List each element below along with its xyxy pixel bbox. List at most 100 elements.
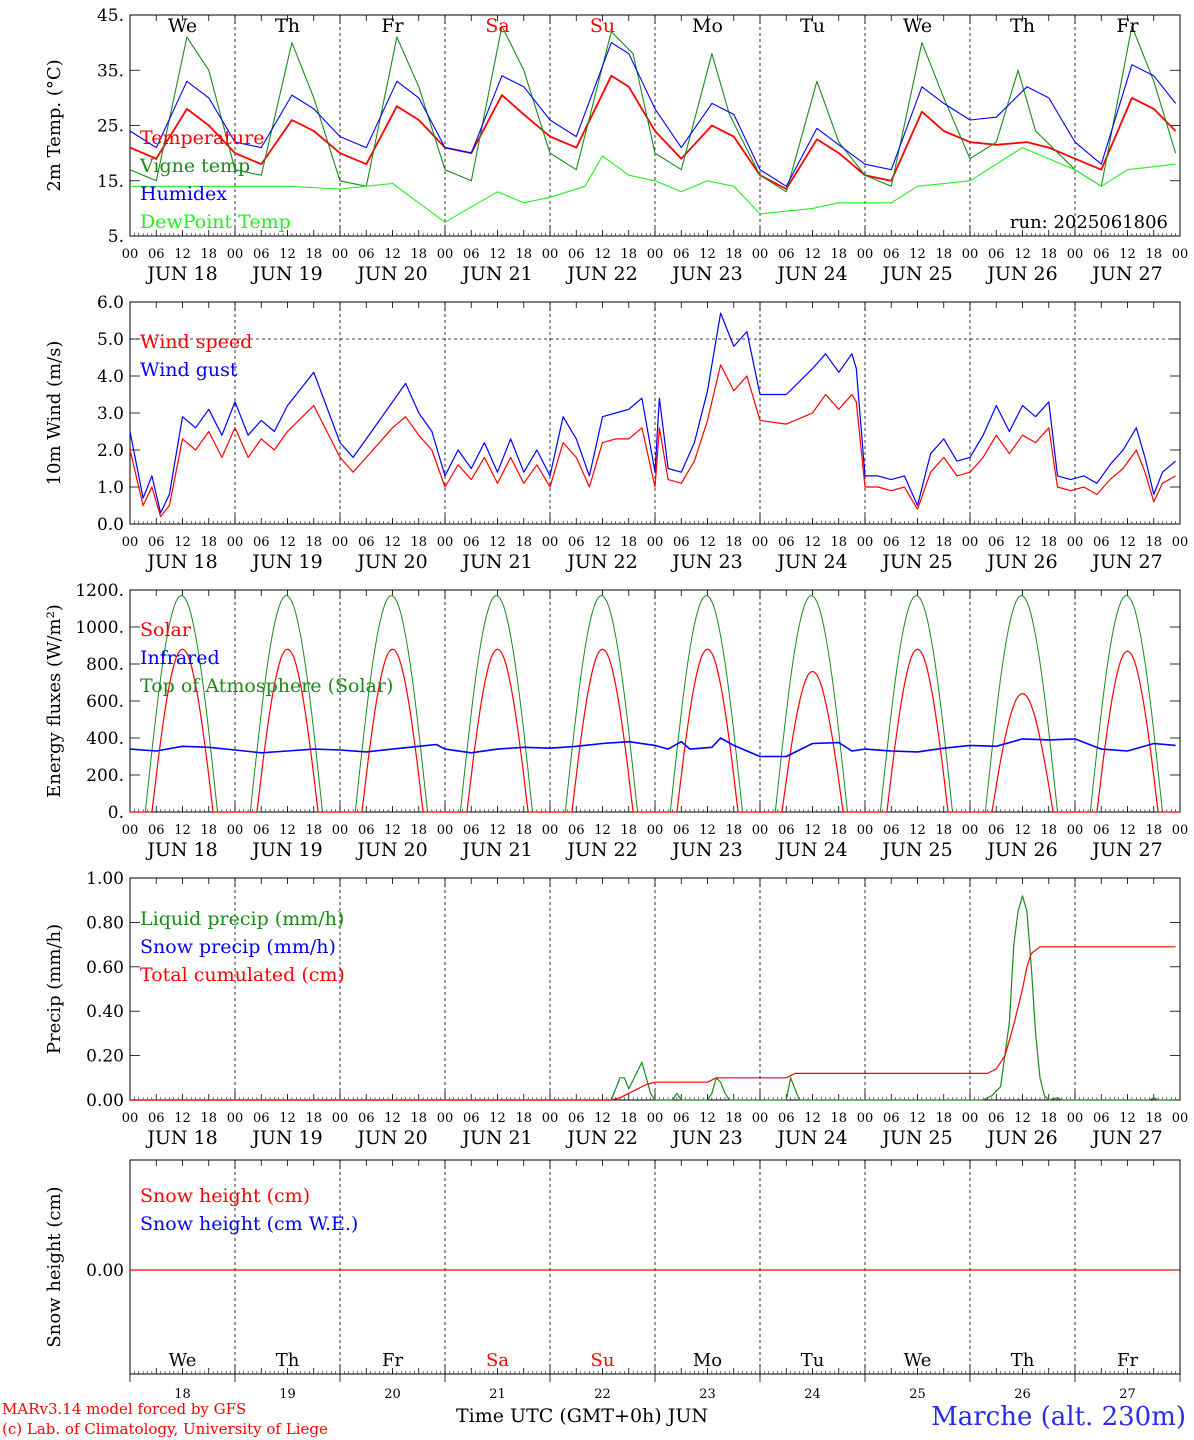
day-label: JUN 23 — [670, 551, 742, 573]
hour-tick-label: 12 — [279, 1111, 296, 1126]
hour-tick-label: 18 — [410, 247, 427, 262]
precip-tick-label: 0.60 — [86, 958, 124, 978]
hour-tick-label: 06 — [148, 247, 165, 262]
series-wind-gust — [129, 312, 1176, 514]
hour-tick-label: 06 — [358, 823, 375, 838]
day-label: JUN 25 — [880, 1127, 952, 1149]
hour-tick-label: 06 — [673, 1111, 690, 1126]
hour-tick-label: 06 — [883, 247, 900, 262]
hour-tick-label: 12 — [1014, 1111, 1031, 1126]
hour-tick-label: 12 — [384, 535, 401, 550]
weekday-label: Fr — [381, 15, 404, 37]
day-number-label: 27 — [1119, 1387, 1136, 1402]
hour-tick-label: 12 — [909, 823, 926, 838]
hour-tick-label: 18 — [935, 535, 952, 550]
hour-tick-label: 00 — [437, 535, 454, 550]
day-label: JUN 20 — [355, 263, 427, 285]
day-label: JUN 20 — [355, 1127, 427, 1149]
series-dewpoint-temp — [130, 147, 1176, 223]
legend-entry: Wind speed — [140, 331, 252, 353]
hour-tick-label: 00 — [647, 1111, 664, 1126]
day-number-label: 24 — [804, 1387, 821, 1402]
hour-tick-label: 18 — [1145, 535, 1162, 550]
energy-tick-label: 200. — [86, 766, 124, 786]
weekday-label: Tu — [801, 1350, 825, 1371]
weekday-label: Mo — [692, 15, 723, 37]
weekday-label: We — [904, 1350, 932, 1371]
weekday-label: We — [169, 1350, 197, 1371]
hour-tick-label: 00 — [752, 247, 769, 262]
hour-tick-label: 12 — [1014, 247, 1031, 262]
energy-tick-label: 1000. — [75, 618, 124, 638]
energy-tick-label: 800. — [86, 655, 124, 675]
wind-axis-label: 10m Wind (m/s) — [44, 341, 65, 486]
series-total-cumulated-cm- — [130, 946, 1176, 1101]
wind-tick-label: 0.0 — [97, 515, 124, 535]
hour-tick-label: 18 — [725, 1111, 742, 1126]
hour-tick-label: 12 — [1014, 535, 1031, 550]
wind-tick-label: 3.0 — [97, 404, 124, 424]
hour-tick-label: 12 — [174, 535, 191, 550]
day-label: JUN 24 — [775, 551, 847, 573]
day-label: JUN 25 — [880, 839, 952, 861]
wind-tick-label: 4.0 — [97, 367, 124, 387]
hour-tick-label: 12 — [699, 247, 716, 262]
weekday-label: Fr — [1117, 1350, 1138, 1371]
legend-entry: Vigne temp — [139, 155, 250, 177]
hour-tick-label: 12 — [1119, 1111, 1136, 1126]
series-temperature — [129, 74, 1177, 190]
weekday-label: Mo — [693, 1350, 722, 1371]
legend-entry: DewPoint Temp — [140, 211, 291, 233]
precip-tick-label: 1.00 — [86, 869, 124, 889]
day-label: JUN 19 — [250, 1127, 322, 1149]
hour-tick-label: 12 — [1119, 535, 1136, 550]
hour-tick-label: 12 — [489, 823, 506, 838]
series-liquid-precip-mm-h- — [130, 895, 1176, 1101]
hour-tick-label: 18 — [515, 1111, 532, 1126]
hour-tick-label: 12 — [174, 1111, 191, 1126]
hour-tick-label: 06 — [148, 535, 165, 550]
energy-tick-label: 400. — [86, 729, 124, 749]
legend-entry: Humidex — [140, 183, 227, 205]
hour-tick-label: 00 — [1172, 823, 1189, 838]
hour-tick-label: 06 — [358, 247, 375, 262]
hour-tick-label: 06 — [673, 823, 690, 838]
energy-tick-label: 1200. — [75, 581, 124, 601]
hour-tick-label: 00 — [542, 247, 559, 262]
hour-tick-label: 00 — [437, 823, 454, 838]
weekday-label: Su — [590, 15, 615, 37]
hour-tick-label: 06 — [1093, 247, 1110, 262]
hour-tick-label: 06 — [988, 247, 1005, 262]
hour-tick-label: 06 — [778, 535, 795, 550]
hour-tick-label: 12 — [1014, 823, 1031, 838]
day-label: JUN 18 — [145, 839, 217, 861]
hour-tick-label: 12 — [384, 247, 401, 262]
hour-tick-label: 18 — [1040, 823, 1057, 838]
temp-tick-label: 5. — [108, 227, 124, 247]
hour-tick-label: 00 — [857, 247, 874, 262]
weekday-label: We — [168, 15, 197, 37]
hour-tick-label: 06 — [253, 535, 270, 550]
hour-tick-label: 06 — [1093, 535, 1110, 550]
day-label: JUN 26 — [985, 263, 1057, 285]
hour-tick-label: 06 — [568, 535, 585, 550]
hour-tick-label: 12 — [279, 535, 296, 550]
temp-tick-label: 15. — [97, 172, 124, 192]
day-label: JUN 20 — [355, 839, 427, 861]
hour-tick-label: 12 — [384, 823, 401, 838]
hour-tick-label: 12 — [1119, 247, 1136, 262]
hour-tick-label: 00 — [1172, 535, 1189, 550]
hour-tick-label: 18 — [830, 823, 847, 838]
hour-tick-label: 06 — [673, 535, 690, 550]
hour-tick-label: 18 — [305, 535, 322, 550]
x-axis-title: Time UTC (GMT+0h) JUN — [456, 1405, 708, 1427]
hour-tick-label: 18 — [1040, 247, 1057, 262]
hour-tick-label: 06 — [253, 823, 270, 838]
precip-axis-label: Precip (mm/h) — [44, 924, 65, 1054]
day-label: JUN 24 — [775, 263, 847, 285]
day-label: JUN 25 — [880, 551, 952, 573]
hour-tick-label: 12 — [909, 1111, 926, 1126]
hour-tick-label: 18 — [620, 247, 637, 262]
weekday-label: Fr — [1116, 15, 1139, 37]
day-number-label: 25 — [909, 1387, 926, 1402]
